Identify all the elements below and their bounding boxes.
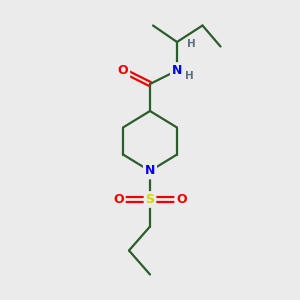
Text: O: O — [118, 64, 128, 77]
Text: O: O — [176, 193, 187, 206]
Text: H: H — [185, 71, 194, 81]
Text: O: O — [113, 193, 124, 206]
Text: N: N — [145, 164, 155, 178]
Text: N: N — [172, 64, 182, 77]
Text: H: H — [187, 38, 196, 49]
Text: S: S — [146, 193, 154, 206]
